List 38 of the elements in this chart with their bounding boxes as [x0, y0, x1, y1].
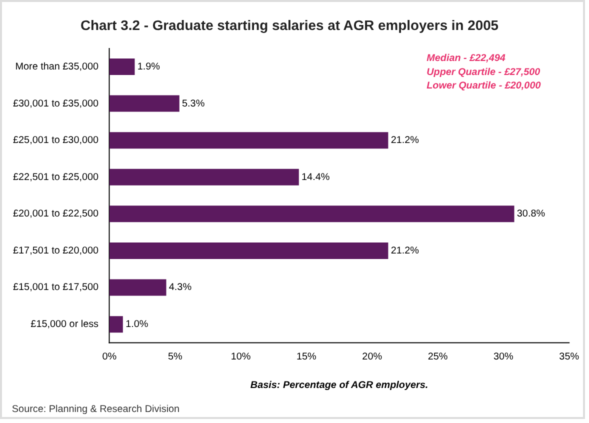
annotation: Lower Quartile - £20,000 — [426, 80, 542, 92]
y-tick-label: £17,501 to £20,000 — [13, 245, 100, 256]
chart-title: Chart 3.2 - Graduate starting salaries at AGR employers in 2005 — [80, 17, 499, 33]
y-tick-label: £25,001 to £30,000 — [13, 135, 100, 146]
bar — [109, 58, 135, 75]
y-tick-label: £22,501 to £25,000 — [13, 172, 100, 183]
x-tick-label: 0% — [102, 351, 117, 362]
data-label: 5.3% — [182, 98, 205, 110]
data-label: 14.4% — [302, 172, 330, 183]
data-label: 4.3% — [168, 282, 192, 294]
x-tick-label: 10% — [230, 351, 251, 362]
x-tick-label: 15% — [296, 351, 317, 362]
data-label: 30.8% — [516, 208, 546, 220]
data-label: 1.0% — [126, 319, 148, 330]
x-tick-label: 35% — [559, 351, 580, 362]
annotation: Median - £22,494 — [426, 52, 506, 64]
annotation: Upper Quartile - £27,500 — [426, 66, 541, 78]
x-tick-label: 25% — [428, 351, 448, 362]
x-tick-label: 30% — [494, 351, 514, 362]
x-tick-label: 20% — [362, 351, 382, 362]
x-axis-title: Basis: Percentage of AGR employers. — [250, 380, 428, 392]
bar — [109, 132, 388, 149]
y-tick-label: £15,000 or less — [30, 319, 99, 330]
y-tick-label: More than £35,000 — [15, 61, 100, 72]
bar — [109, 279, 166, 296]
bar — [109, 168, 299, 186]
bar — [109, 206, 514, 222]
bar — [109, 95, 180, 112]
x-tick-label: 5% — [168, 351, 182, 362]
bar — [109, 242, 388, 259]
bar — [109, 316, 123, 333]
data-label: 1.9% — [137, 61, 160, 72]
data-label: 21.2% — [390, 135, 420, 146]
y-tick-label: £15,001 to £17,500 — [13, 282, 100, 294]
y-tick-label: £20,001 to £22,500 — [13, 208, 100, 220]
data-label: 21.2% — [390, 245, 420, 256]
source-note: Source: Planning & Research Division — [12, 404, 180, 415]
y-tick-label: £30,001 to £35,000 — [13, 98, 100, 110]
